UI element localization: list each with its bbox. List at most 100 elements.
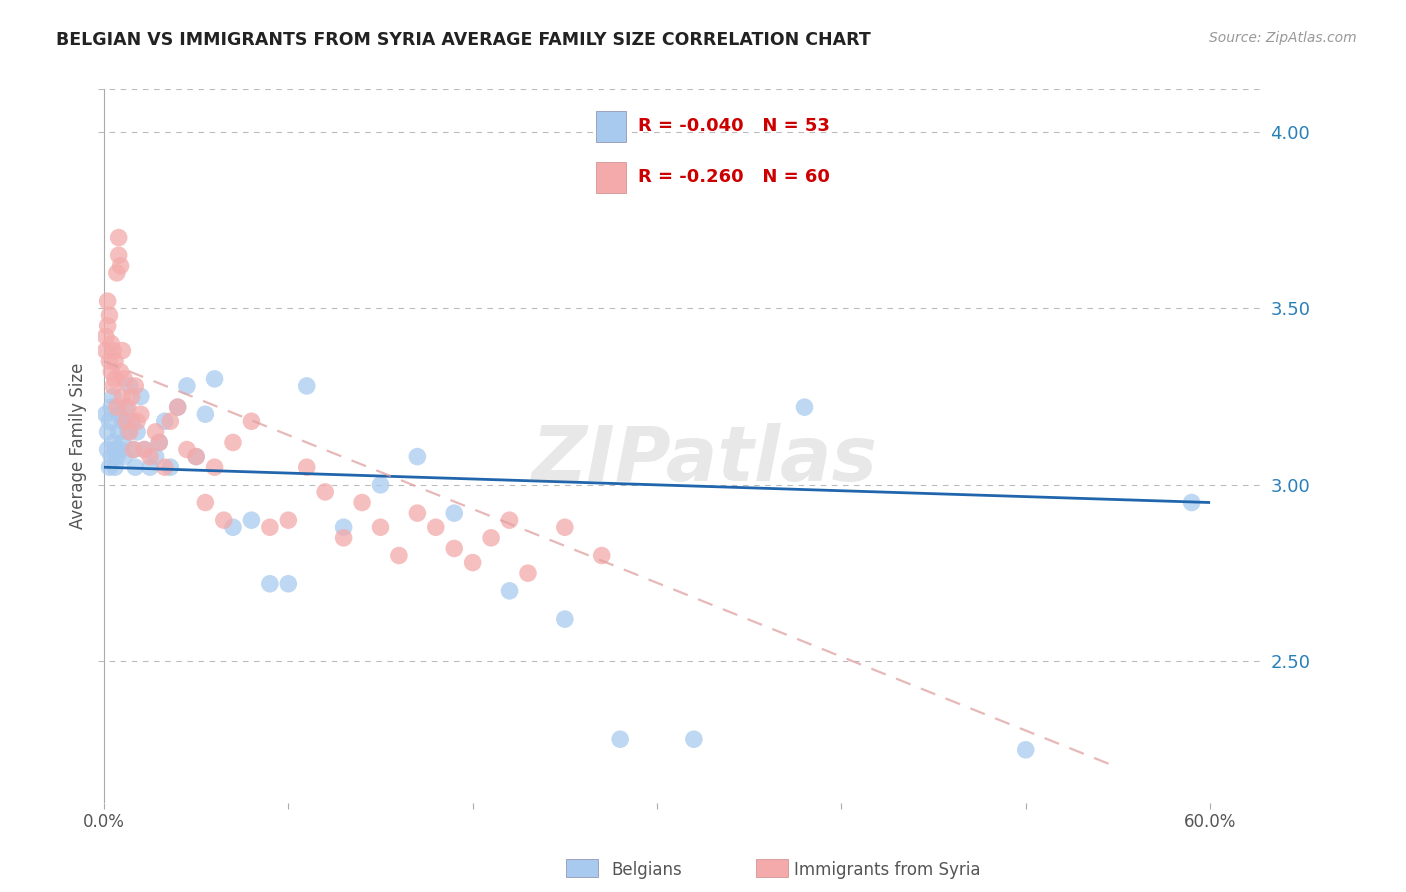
Point bbox=[134, 442, 156, 457]
Point bbox=[406, 506, 429, 520]
Point bbox=[159, 414, 181, 428]
Point bbox=[498, 513, 520, 527]
Point bbox=[105, 450, 128, 464]
Text: R = -0.260   N = 60: R = -0.260 N = 60 bbox=[638, 168, 830, 186]
Point bbox=[107, 230, 129, 244]
Point bbox=[118, 379, 141, 393]
Point bbox=[100, 336, 122, 351]
Point bbox=[101, 390, 124, 404]
Point bbox=[111, 343, 134, 358]
Point bbox=[121, 414, 143, 428]
Point bbox=[295, 379, 318, 393]
Point bbox=[240, 414, 263, 428]
Point bbox=[1181, 495, 1204, 509]
Point bbox=[259, 520, 281, 534]
Bar bbox=[596, 111, 626, 142]
Point bbox=[554, 612, 576, 626]
Point bbox=[609, 732, 631, 747]
Point bbox=[314, 484, 336, 499]
Point bbox=[259, 576, 281, 591]
Point bbox=[127, 425, 149, 439]
Point bbox=[388, 549, 411, 563]
Point bbox=[134, 442, 156, 457]
Point bbox=[184, 450, 207, 464]
Point bbox=[110, 442, 132, 457]
Point bbox=[97, 425, 120, 439]
Point bbox=[370, 478, 392, 492]
Point bbox=[277, 576, 299, 591]
Text: R = -0.040   N = 53: R = -0.040 N = 53 bbox=[638, 117, 830, 135]
Point bbox=[129, 390, 152, 404]
Point bbox=[153, 414, 176, 428]
Point bbox=[111, 435, 134, 450]
Text: Source: ZipAtlas.com: Source: ZipAtlas.com bbox=[1209, 31, 1357, 45]
Point bbox=[166, 400, 188, 414]
Bar bbox=[756, 858, 787, 878]
Point bbox=[159, 460, 181, 475]
Point bbox=[148, 435, 170, 450]
Point bbox=[145, 450, 167, 464]
Point bbox=[100, 365, 122, 379]
Point bbox=[683, 732, 706, 747]
Text: Immigrants from Syria: Immigrants from Syria bbox=[794, 861, 981, 879]
Point bbox=[110, 259, 132, 273]
Point bbox=[443, 541, 465, 556]
Point bbox=[461, 556, 484, 570]
Point bbox=[240, 513, 263, 527]
Point bbox=[100, 400, 122, 414]
Point bbox=[122, 442, 145, 457]
Point bbox=[793, 400, 815, 414]
Point bbox=[104, 354, 127, 368]
Point bbox=[110, 365, 132, 379]
Point bbox=[370, 520, 392, 534]
Point bbox=[139, 460, 162, 475]
Point bbox=[98, 460, 121, 475]
Point bbox=[212, 513, 235, 527]
Point bbox=[121, 390, 143, 404]
Point bbox=[101, 343, 124, 358]
Y-axis label: Average Family Size: Average Family Size bbox=[69, 363, 87, 529]
Point bbox=[498, 583, 520, 598]
Point bbox=[105, 266, 128, 280]
Point bbox=[111, 390, 134, 404]
Point bbox=[176, 442, 198, 457]
Point bbox=[554, 520, 576, 534]
Point bbox=[117, 400, 139, 414]
Point bbox=[105, 400, 128, 414]
Point bbox=[97, 318, 120, 333]
Point bbox=[153, 460, 176, 475]
Point bbox=[101, 379, 124, 393]
Point bbox=[97, 294, 120, 309]
Point bbox=[107, 407, 129, 421]
Point bbox=[332, 531, 354, 545]
Text: Belgians: Belgians bbox=[612, 861, 682, 879]
Point bbox=[124, 379, 146, 393]
Point bbox=[194, 407, 217, 421]
Point bbox=[145, 425, 167, 439]
Point bbox=[111, 414, 134, 428]
Point bbox=[204, 372, 226, 386]
Point bbox=[94, 407, 117, 421]
Point bbox=[204, 460, 226, 475]
Point bbox=[98, 308, 121, 322]
Point bbox=[127, 414, 149, 428]
Text: ZIPatlas: ZIPatlas bbox=[533, 424, 879, 497]
Point bbox=[129, 407, 152, 421]
Point bbox=[517, 566, 540, 581]
Point bbox=[107, 248, 129, 262]
Point bbox=[591, 549, 613, 563]
Bar bbox=[596, 162, 626, 193]
Point bbox=[222, 435, 245, 450]
Point bbox=[115, 400, 138, 414]
Point bbox=[118, 425, 141, 439]
Point bbox=[100, 450, 122, 464]
Point bbox=[112, 372, 135, 386]
Point bbox=[295, 460, 318, 475]
Point bbox=[1015, 743, 1038, 757]
Point bbox=[94, 343, 117, 358]
Text: BELGIAN VS IMMIGRANTS FROM SYRIA AVERAGE FAMILY SIZE CORRELATION CHART: BELGIAN VS IMMIGRANTS FROM SYRIA AVERAGE… bbox=[56, 31, 870, 49]
Point bbox=[352, 495, 374, 509]
Point bbox=[479, 531, 502, 545]
Point bbox=[104, 442, 127, 457]
Point bbox=[117, 425, 139, 439]
